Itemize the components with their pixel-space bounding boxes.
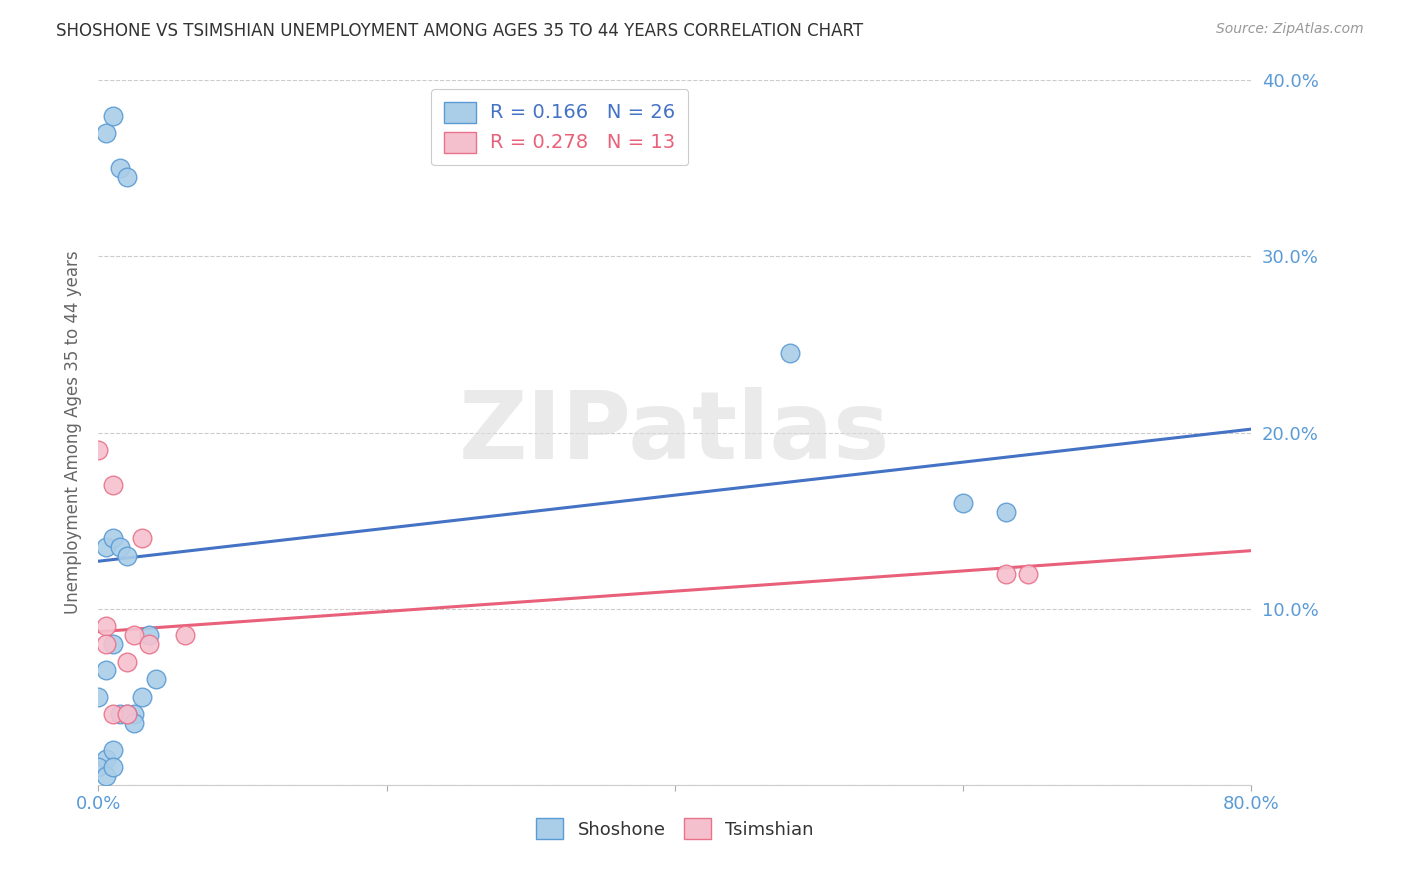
Point — [779, 346, 801, 360]
Point — [101, 531, 124, 545]
Point — [124, 628, 146, 642]
Point — [108, 540, 131, 554]
Point — [124, 707, 146, 722]
Text: SHOSHONE VS TSIMSHIAN UNEMPLOYMENT AMONG AGES 35 TO 44 YEARS CORRELATION CHART: SHOSHONE VS TSIMSHIAN UNEMPLOYMENT AMONG… — [56, 22, 863, 40]
Point — [87, 690, 110, 704]
Point — [952, 496, 974, 510]
Point — [131, 690, 153, 704]
Point — [101, 637, 124, 651]
Legend: Shoshone, Tsimshian: Shoshone, Tsimshian — [529, 811, 821, 847]
Point — [101, 742, 124, 756]
Point — [117, 549, 139, 563]
Point — [94, 126, 117, 140]
Point — [117, 170, 139, 185]
Point — [94, 769, 117, 783]
Y-axis label: Unemployment Among Ages 35 to 44 years: Unemployment Among Ages 35 to 44 years — [63, 251, 82, 615]
Text: Source: ZipAtlas.com: Source: ZipAtlas.com — [1216, 22, 1364, 37]
Point — [117, 707, 139, 722]
Point — [101, 108, 124, 122]
Point — [94, 619, 117, 633]
Point — [108, 161, 131, 176]
Point — [94, 637, 117, 651]
Point — [138, 637, 160, 651]
Text: ZIPatlas: ZIPatlas — [460, 386, 890, 479]
Point — [101, 478, 124, 492]
Point — [101, 707, 124, 722]
Point — [87, 760, 110, 774]
Point — [117, 707, 139, 722]
Point — [124, 716, 146, 731]
Point — [108, 707, 131, 722]
Point — [131, 531, 153, 545]
Point — [145, 673, 167, 687]
Point — [174, 628, 197, 642]
Point — [138, 628, 160, 642]
Point — [94, 751, 117, 765]
Point — [117, 655, 139, 669]
Point — [87, 443, 110, 458]
Point — [94, 664, 117, 678]
Point — [101, 760, 124, 774]
Point — [94, 540, 117, 554]
Point — [1017, 566, 1039, 581]
Point — [995, 566, 1018, 581]
Point — [995, 505, 1018, 519]
